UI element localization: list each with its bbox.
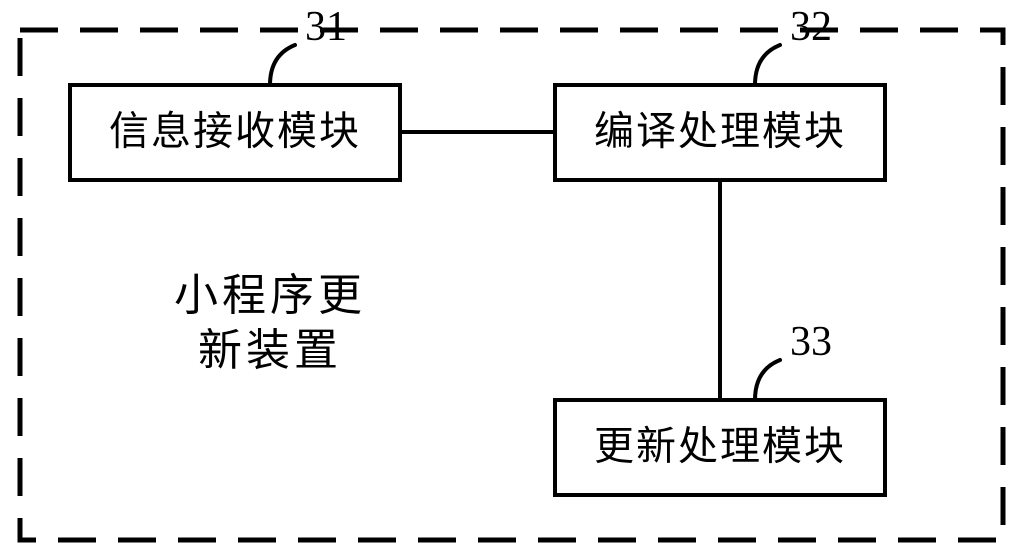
diagram-canvas: 信息接收模块 31 编译处理模块 32 更新处理模块 33 小程序更新装置 <box>0 0 1023 558</box>
box-number-update_process: 33 <box>790 319 832 365</box>
box-label-compile_process: 编译处理模块 <box>594 109 846 154</box>
box-number-compile_process: 32 <box>790 4 832 50</box>
device-title-line1: 小程序更 <box>174 271 366 320</box>
device-title-line2: 新装置 <box>198 326 342 375</box>
box-label-update_process: 更新处理模块 <box>594 424 846 469</box>
box-label-info_receive: 信息接收模块 <box>109 109 361 154</box>
box-number-info_receive: 31 <box>305 4 347 50</box>
